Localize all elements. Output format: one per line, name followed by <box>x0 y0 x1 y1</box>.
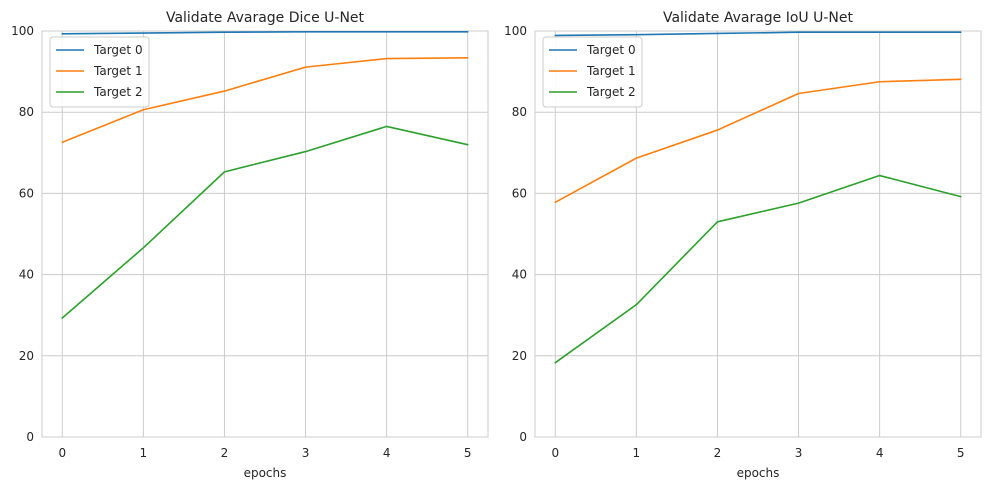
chart-title: Validate Avarage Dice U-Net <box>166 10 365 26</box>
x-tick-label: 0 <box>58 446 66 460</box>
y-tick-label: 40 <box>512 268 527 282</box>
series-line-target-0 <box>554 31 962 37</box>
x-tick-label: 3 <box>795 446 803 460</box>
x-tick-label: 3 <box>302 446 310 460</box>
chart-panel-0: 0 20 40 60 80 100 0 1 2 3 4 5 Validate Avarage Dice … <box>11 10 489 480</box>
legend: Target 0 Target 1 Target 2 <box>542 36 643 108</box>
x-tick-label: 4 <box>383 446 391 460</box>
y-tick-label: 100 <box>11 24 34 38</box>
y-tick-label: 100 <box>504 24 527 38</box>
legend-label-target-2: Target 2 <box>93 85 143 99</box>
y-tick-label: 40 <box>19 268 34 282</box>
legend-label-target-2: Target 2 <box>586 85 636 99</box>
y-tick-label: 60 <box>512 186 527 200</box>
series-line-target-1 <box>61 56 469 144</box>
x-tick-label: 0 <box>551 446 559 460</box>
y-tick-label: 0 <box>26 430 34 444</box>
y-tick-label: 60 <box>19 186 34 200</box>
y-tick-label: 20 <box>19 349 34 363</box>
legend-label-target-0: Target 0 <box>586 43 636 57</box>
legend: Target 0 Target 1 Target 2 <box>49 36 150 108</box>
y-tick-label: 80 <box>512 105 527 119</box>
series-line-target-1 <box>554 78 962 204</box>
legend-label-target-0: Target 0 <box>93 43 143 57</box>
legend-label-target-1: Target 1 <box>586 64 636 78</box>
legend-box <box>49 36 150 108</box>
x-axis-label: epochs <box>737 466 780 480</box>
x-tick-label: 1 <box>140 446 148 460</box>
chart-panel-1: 0 20 40 60 80 100 0 1 2 3 4 5 Validate Avarage IoU U… <box>504 10 982 480</box>
x-tick-label: 5 <box>464 446 472 460</box>
x-tick-label: 2 <box>221 446 229 460</box>
series-line-target-0 <box>61 31 469 35</box>
y-tick-label: 0 <box>519 430 527 444</box>
x-tick-label: 5 <box>957 446 965 460</box>
legend-label-target-1: Target 1 <box>93 64 143 78</box>
x-tick-label: 4 <box>876 446 884 460</box>
series-line-target-2 <box>554 174 962 364</box>
x-axis-label: epochs <box>244 466 287 480</box>
series-line-target-2 <box>61 125 469 319</box>
y-tick-label: 80 <box>19 105 34 119</box>
legend-box <box>542 36 643 108</box>
chart-title: Validate Avarage IoU U-Net <box>663 10 854 26</box>
y-tick-label: 20 <box>512 349 527 363</box>
x-tick-label: 1 <box>633 446 641 460</box>
x-tick-label: 2 <box>714 446 722 460</box>
